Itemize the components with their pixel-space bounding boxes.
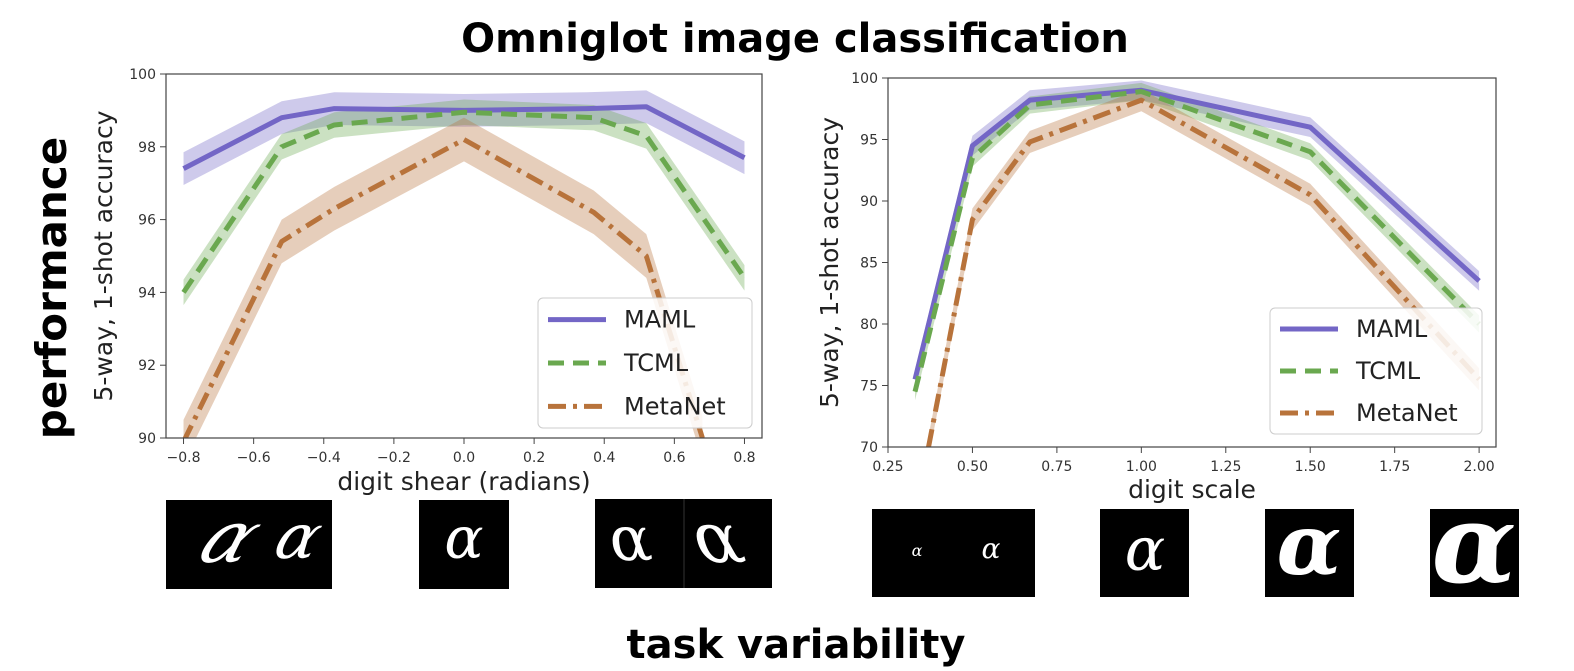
performance-label: performance	[27, 137, 76, 440]
x-tick-label: 0.0	[453, 450, 475, 466]
legend-label-tcml: TCML	[1355, 357, 1421, 385]
x-tick-label: −0.2	[377, 450, 411, 466]
y-tick-label: 80	[860, 317, 878, 333]
x-tick-label: 0.8	[733, 450, 755, 466]
y-tick-label: 70	[860, 440, 878, 456]
shear-chart: −0.8 −0.6 −0.4 −0.2 0.0 0.2 0.4 0.6 0.8 90 92 94 96 9…	[89, 67, 763, 496]
x-tick-label: −0.8	[167, 450, 201, 466]
legend-box	[1269, 307, 1483, 435]
scale-chart: 0.25 0.50 0.75 1.00 1.25 1.50 1.75 2.00 70 75 80 85…	[815, 71, 1497, 504]
legend-box	[537, 297, 753, 429]
series-line-tcml	[912, 89, 1481, 393]
confidence-band-maml	[915, 80, 1480, 390]
y-tick-label: 75	[860, 379, 878, 395]
thumb-glyph: α	[1125, 515, 1166, 585]
legend-label-tcml: TCML	[623, 349, 689, 377]
confidence-band-metanet	[928, 89, 1480, 447]
y-tick-label: 96	[138, 213, 156, 229]
slide-title: Omniglot image classification	[461, 16, 1129, 62]
thumb-glyph: α	[1432, 479, 1517, 608]
thumb-scale-xlarge	[1430, 509, 1519, 597]
legend-label-metanet: MetaNet	[624, 392, 726, 420]
thumb-glyph: α	[912, 541, 923, 560]
plot-area	[181, 90, 747, 438]
y-tick-label: 100	[129, 67, 156, 83]
plot-area	[912, 80, 1481, 447]
thumb-glyph: α	[1277, 495, 1342, 594]
x-tick-label: 0.2	[523, 450, 545, 466]
series-line-metanet	[926, 97, 1481, 447]
y-tick-label: 94	[138, 285, 156, 301]
legend-label-maml: MAML	[1356, 315, 1428, 343]
y-tick-label: 92	[138, 358, 156, 374]
series-line-maml	[912, 87, 1481, 380]
x-tick-label: 1.25	[1210, 459, 1241, 475]
x-tick-label: 2.00	[1464, 459, 1495, 475]
y-tick-label: 98	[138, 140, 156, 156]
y-tick-label: 90	[138, 431, 156, 447]
x-tick-label: 0.4	[593, 450, 615, 466]
x-tick-label: −0.6	[237, 450, 271, 466]
x-axis-label: digit shear (radians)	[337, 467, 590, 496]
scale-thumbnails: α α α α α	[872, 479, 1519, 608]
thumb-glyph: α	[982, 532, 1001, 565]
legend-label-metanet: MetaNet	[1356, 399, 1458, 427]
confidence-band-maml	[183, 90, 745, 186]
y-tick-label: 90	[860, 194, 878, 210]
thumb-glyph: α	[444, 504, 483, 572]
x-tick-label: 0.25	[872, 459, 903, 475]
x-axis-label: digit scale	[1128, 475, 1256, 504]
y-tick-label: 85	[860, 256, 878, 272]
x-tick-label: 0.6	[663, 450, 685, 466]
thumb-shear-center	[419, 500, 509, 589]
x-tick-label: 0.50	[957, 459, 988, 475]
x-tick-label: 1.00	[1126, 459, 1157, 475]
x-tick-label: 1.75	[1379, 459, 1410, 475]
y-axis-label: 5-way, 1-shot accuracy	[815, 117, 844, 408]
x-tick-label: −0.4	[307, 450, 341, 466]
legend: MAML TCML MetaNet	[1269, 307, 1483, 435]
legend: MAML TCML MetaNet	[537, 297, 753, 429]
x-tick-label: 1.50	[1295, 459, 1326, 475]
legend-label-maml: MAML	[624, 306, 696, 334]
thumb-scale-unit	[1100, 509, 1189, 597]
y-tick-label: 100	[851, 71, 878, 87]
shear-thumbnails: α α α α α	[166, 496, 772, 589]
thumb-shear-left	[166, 500, 332, 589]
y-tick-label: 95	[860, 133, 878, 149]
thumb-scale-large	[1265, 509, 1354, 597]
thumb-scale-small	[872, 509, 1035, 597]
y-axis-label: 5-way, 1-shot accuracy	[89, 110, 118, 401]
x-tick-label: 0.75	[1041, 459, 1072, 475]
task-variability-label: task variability	[627, 622, 966, 668]
